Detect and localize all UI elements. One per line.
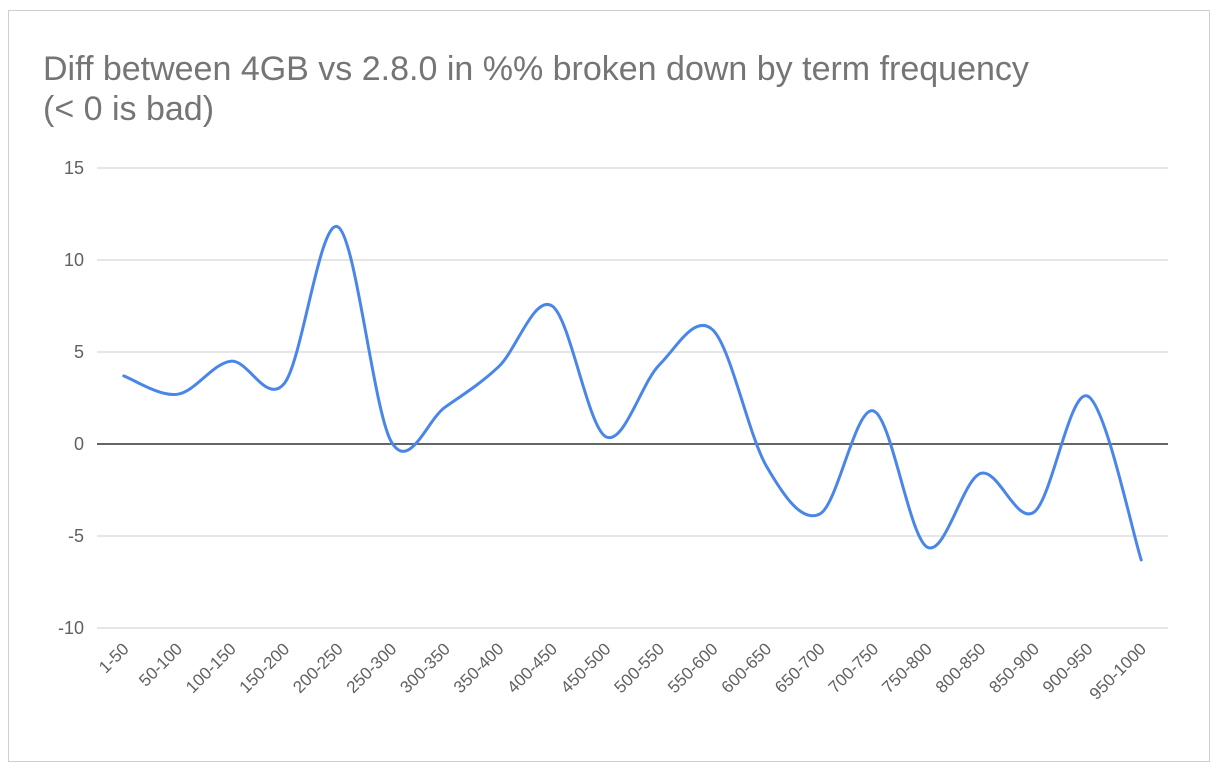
y-tick-label: -5 [68, 526, 84, 546]
x-tick-label: 800-850 [932, 639, 990, 697]
y-tick-label: 0 [74, 434, 84, 454]
series-layer [119, 222, 1146, 565]
x-tick-label: 300-350 [396, 639, 454, 697]
y-tick-label: 15 [64, 158, 84, 178]
data-point[interactable] [333, 222, 343, 232]
chart-card[interactable] [8, 10, 1210, 762]
y-tick-label: -10 [58, 618, 84, 638]
data-point[interactable] [922, 542, 932, 552]
data-point[interactable] [387, 437, 397, 447]
x-tick-label: 950-1000 [1086, 639, 1150, 703]
y-tick-label: 10 [64, 250, 84, 270]
chart-title: Diff between 4GB vs 2.8.0 in %% broken d… [43, 50, 1029, 128]
data-point[interactable] [1029, 507, 1039, 517]
data-point[interactable] [1083, 391, 1093, 401]
data-point[interactable] [119, 371, 129, 381]
data-point[interactable] [172, 389, 182, 399]
data-point[interactable] [761, 461, 771, 471]
x-tick-label: 850-900 [985, 639, 1043, 697]
series-line[interactable] [122, 225, 1143, 562]
x-tick-label: 450-500 [557, 639, 615, 697]
x-tick-label: 550-600 [664, 639, 722, 697]
x-tick-label: 750-800 [878, 639, 936, 697]
x-tick-label: 600-650 [718, 639, 776, 697]
x-tick-label: 650-700 [771, 639, 829, 697]
y-tick-label: 5 [74, 342, 84, 362]
x-tick-label: 1-50 [95, 639, 132, 676]
data-point[interactable] [976, 468, 986, 478]
y-axis-tick-labels: 15 10 5 0 -5 -10 [58, 158, 84, 638]
data-point[interactable] [654, 360, 664, 370]
data-point[interactable] [708, 325, 718, 335]
x-axis-tick-labels: 1-50 50-100100-150150-200200-250250-30030… [95, 639, 1150, 703]
x-tick-label: 400-450 [503, 639, 561, 697]
data-point[interactable] [279, 378, 289, 388]
data-point[interactable] [1136, 555, 1146, 565]
x-tick-label: 350-400 [450, 639, 508, 697]
x-tick-label: 50-100 [135, 639, 186, 690]
data-point[interactable] [226, 356, 236, 366]
x-tick-label: 200-250 [289, 639, 347, 697]
data-point[interactable] [440, 402, 450, 412]
gridlines [97, 167, 1168, 629]
x-tick-label: 100-150 [182, 639, 240, 697]
data-point[interactable] [815, 509, 825, 519]
data-point[interactable] [547, 301, 557, 311]
data-point[interactable] [601, 432, 611, 442]
data-point[interactable] [868, 406, 878, 416]
x-tick-label: 250-300 [343, 639, 401, 697]
x-tick-label: 700-750 [825, 639, 883, 697]
x-tick-label: 500-550 [611, 639, 669, 697]
x-tick-label: 150-200 [236, 639, 294, 697]
data-point[interactable] [494, 362, 504, 372]
